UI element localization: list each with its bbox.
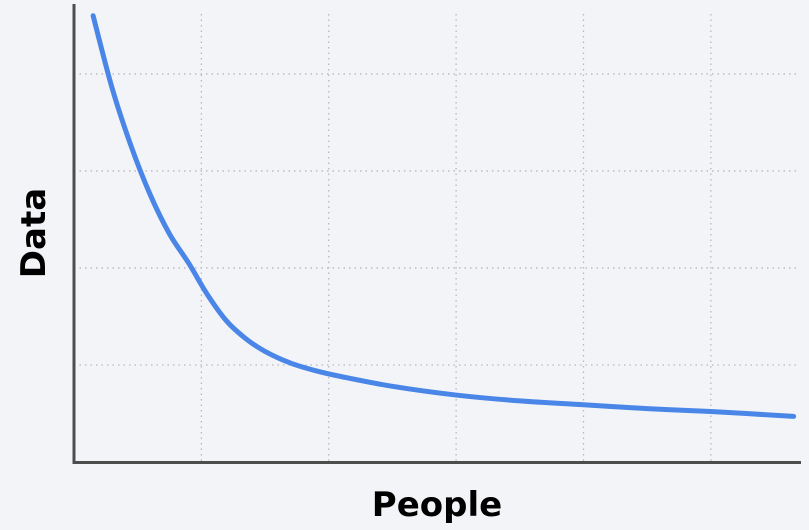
series-line-1 (90, 13, 797, 419)
x-axis-label: People (372, 485, 502, 525)
y-axis-label: Data (14, 188, 54, 278)
series-group (90, 13, 797, 419)
grid (74, 14, 800, 462)
axes (72, 4, 801, 464)
